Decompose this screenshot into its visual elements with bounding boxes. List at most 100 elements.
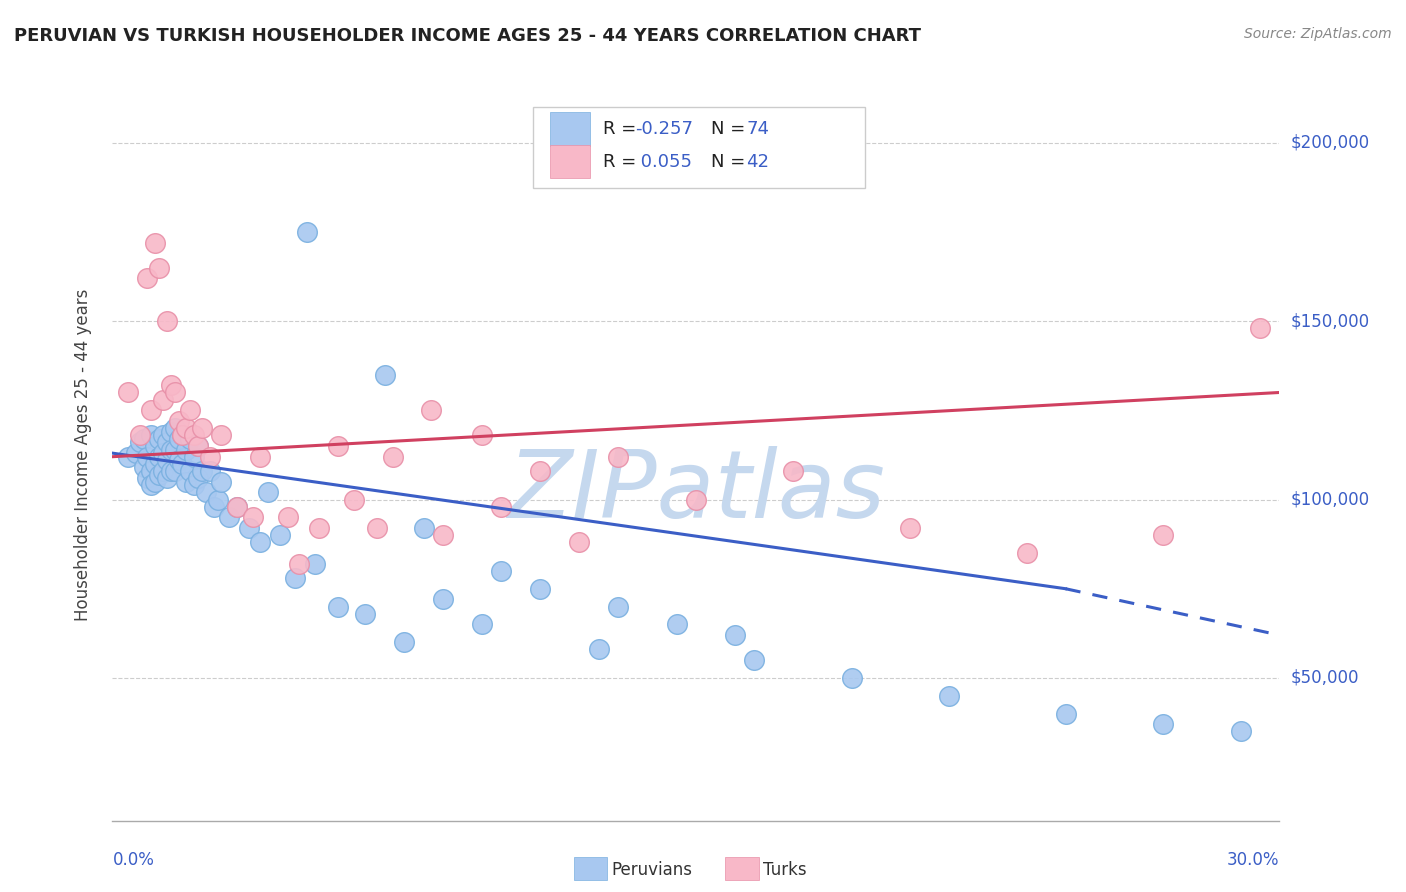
Point xyxy=(491,564,513,578)
Point xyxy=(141,428,163,442)
Point xyxy=(152,392,174,407)
Text: PERUVIAN VS TURKISH HOUSEHOLDER INCOME AGES 25 - 44 YEARS CORRELATION CHART: PERUVIAN VS TURKISH HOUSEHOLDER INCOME A… xyxy=(14,27,921,45)
Point xyxy=(276,510,298,524)
Text: Source: ZipAtlas.com: Source: ZipAtlas.com xyxy=(1244,27,1392,41)
Text: Peruvians: Peruvians xyxy=(612,861,693,879)
Point xyxy=(194,485,217,500)
Point xyxy=(374,368,396,382)
Point xyxy=(176,475,198,489)
Point xyxy=(198,464,221,478)
Point xyxy=(491,500,513,514)
Point xyxy=(136,271,159,285)
Point xyxy=(148,467,170,482)
Point xyxy=(607,599,630,614)
Point xyxy=(167,414,190,428)
Text: Turks: Turks xyxy=(763,861,807,879)
Point xyxy=(209,475,232,489)
Point xyxy=(172,428,194,442)
Point xyxy=(288,557,311,571)
Point xyxy=(160,378,183,392)
Point xyxy=(724,628,747,642)
Text: $100,000: $100,000 xyxy=(1291,491,1369,508)
Point xyxy=(269,528,291,542)
Point xyxy=(304,557,326,571)
Point xyxy=(167,432,190,446)
Point xyxy=(381,450,404,464)
Text: R =: R = xyxy=(603,120,641,137)
Point xyxy=(163,464,186,478)
Point xyxy=(607,450,630,464)
Point xyxy=(207,492,229,507)
Text: 74: 74 xyxy=(747,120,769,137)
Point xyxy=(326,599,349,614)
Point xyxy=(326,439,349,453)
Point xyxy=(152,464,174,478)
Point xyxy=(163,421,186,435)
Point xyxy=(191,421,214,435)
Point xyxy=(249,450,271,464)
Point xyxy=(432,528,454,542)
Point xyxy=(742,653,765,667)
Point xyxy=(141,403,163,417)
Point xyxy=(141,478,163,492)
Point xyxy=(782,464,804,478)
Point xyxy=(183,450,205,464)
Point xyxy=(172,428,194,442)
Point xyxy=(471,617,494,632)
Point xyxy=(132,460,155,475)
Point xyxy=(938,689,960,703)
Point xyxy=(568,535,591,549)
Point xyxy=(156,435,179,450)
Point xyxy=(172,457,194,471)
FancyBboxPatch shape xyxy=(550,145,589,178)
Point xyxy=(257,485,280,500)
Point xyxy=(665,617,688,632)
Point xyxy=(136,450,159,464)
Point xyxy=(179,432,201,446)
Text: $150,000: $150,000 xyxy=(1291,312,1369,330)
Point xyxy=(249,535,271,549)
Text: N =: N = xyxy=(711,153,751,171)
Point xyxy=(1015,546,1038,560)
Point xyxy=(152,446,174,460)
Point xyxy=(308,521,330,535)
Point xyxy=(432,592,454,607)
Point xyxy=(238,521,260,535)
Point xyxy=(588,642,610,657)
Point xyxy=(1229,724,1251,739)
Point xyxy=(176,421,198,435)
Point xyxy=(156,314,179,328)
Text: 42: 42 xyxy=(747,153,769,171)
Point xyxy=(529,464,551,478)
Point xyxy=(160,442,183,457)
Point xyxy=(366,521,388,535)
Text: N =: N = xyxy=(711,120,751,137)
Point xyxy=(160,464,183,478)
Text: ZIPatlas: ZIPatlas xyxy=(508,446,884,537)
Point xyxy=(412,521,434,535)
Point xyxy=(242,510,264,524)
Point xyxy=(187,471,209,485)
Point xyxy=(160,425,183,439)
Point xyxy=(143,475,166,489)
Point xyxy=(471,428,494,442)
Point xyxy=(179,464,201,478)
Point xyxy=(529,582,551,596)
Y-axis label: Householder Income Ages 25 - 44 years: Householder Income Ages 25 - 44 years xyxy=(73,289,91,621)
Point xyxy=(152,428,174,442)
Point xyxy=(117,450,139,464)
Point xyxy=(176,442,198,457)
Point xyxy=(343,492,366,507)
Point xyxy=(1054,706,1077,721)
Point xyxy=(226,500,249,514)
Point xyxy=(117,385,139,400)
Point xyxy=(156,471,179,485)
Point xyxy=(191,464,214,478)
Point xyxy=(148,450,170,464)
Point xyxy=(141,464,163,478)
Point xyxy=(183,428,205,442)
Point xyxy=(143,457,166,471)
Point xyxy=(295,225,318,239)
Point xyxy=(1152,528,1174,542)
Point xyxy=(187,439,209,453)
